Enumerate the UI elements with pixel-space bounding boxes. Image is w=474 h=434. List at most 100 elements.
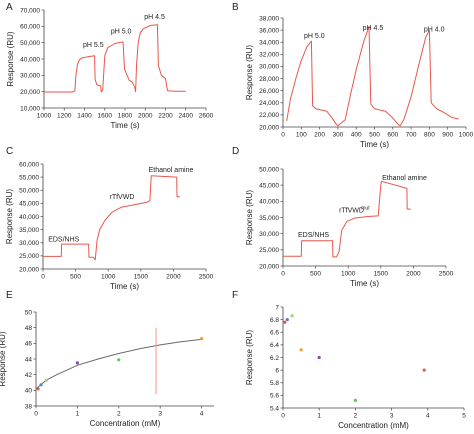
- annotation-label: pH 4.5: [144, 14, 165, 21]
- panel-c: C 0 500 1000 1500 2000 2500 20,000 25,000 30,000 3…: [5, 146, 214, 291]
- x-tick-label: 1500: [134, 274, 149, 281]
- y-tick-label: 50,000: [20, 40, 40, 47]
- y-tick-label: 30,000: [259, 231, 279, 238]
- y-tick-label: 44: [25, 356, 33, 363]
- y-tick-label: 48: [25, 325, 33, 332]
- x-tick-label: 2: [354, 413, 358, 420]
- y-tick-label: 34,000: [259, 40, 279, 47]
- y-tick-label: 10,000: [20, 105, 40, 112]
- y-tick-label: 24,000: [259, 100, 279, 107]
- y-tick-label: 50: [25, 309, 33, 316]
- x-tick-label: 0: [34, 411, 38, 418]
- x-tick-label: 3: [390, 413, 394, 420]
- annotation-label: EDS/NHS: [298, 232, 329, 239]
- x-tick-label: 500: [70, 274, 81, 281]
- data-point: [422, 368, 426, 372]
- sensorgram-line: [44, 24, 186, 93]
- x-tick-label: 2400: [179, 113, 194, 120]
- annotation-label: Ethanol amine: [382, 175, 427, 182]
- x-tick-label: 1800: [118, 113, 133, 120]
- x-tick-label: 2: [117, 411, 121, 418]
- sensorgram-line: [286, 26, 459, 127]
- y-tick-label: 5.4: [270, 405, 279, 412]
- y-tick-label: 45,000: [19, 201, 39, 208]
- y-tick-label: 7: [275, 304, 279, 311]
- y-tick-label: 46: [25, 341, 33, 348]
- x-tick-label: 1: [76, 411, 80, 418]
- x-axis-label: Concentration (mM): [338, 421, 409, 430]
- y-tick-label: 35,000: [259, 215, 279, 222]
- panel-e: E 0 1 2 3 4 38 40 42 44 46 48 50 Concentration (mM) Re…: [0, 290, 214, 428]
- x-tick-label: 900: [442, 132, 453, 139]
- x-tick-label: 200: [314, 132, 325, 139]
- x-tick-label: 1000: [459, 132, 474, 139]
- y-tick-label: 30,000: [259, 64, 279, 71]
- data-point: [39, 383, 43, 387]
- data-point: [44, 378, 48, 382]
- y-tick-label: 35,000: [19, 227, 39, 234]
- y-tick-label: 36,000: [259, 27, 279, 34]
- data-point: [285, 318, 289, 322]
- y-tick-label: 50,000: [19, 188, 39, 195]
- x-tick-label: 1500: [374, 271, 389, 278]
- annotation-label: rTfVWD: [339, 207, 364, 214]
- sensorgram-line: [43, 175, 180, 261]
- x-tick-label: 0: [281, 132, 285, 139]
- y-tick-label: 5.6: [270, 393, 279, 400]
- annotation-label: Ethanol amine: [149, 167, 194, 174]
- y-tick-label: 32,000: [259, 52, 279, 59]
- data-point: [299, 348, 303, 352]
- fit-curve: [35, 338, 202, 390]
- y-tick-label: 38: [25, 403, 33, 410]
- y-tick-label: 50,000: [259, 166, 279, 173]
- data-point: [75, 361, 79, 365]
- y-tick-label: 20,000: [259, 124, 279, 131]
- x-tick-label: 600: [387, 132, 398, 139]
- x-axis-label: Concentration (mM): [90, 419, 161, 428]
- panel-letter: A: [6, 2, 13, 13]
- annotation-label: EDS/NHS: [48, 237, 79, 244]
- x-tick-label: 1200: [57, 113, 72, 120]
- panel-letter: F: [232, 290, 238, 301]
- annotation-superscript: mut: [361, 205, 370, 211]
- y-tick-label: 40,000: [20, 56, 40, 63]
- x-tick-label: 1600: [98, 113, 113, 120]
- x-tick-label: 500: [369, 132, 380, 139]
- panel-d: D 0 500 1000 1500 2000 2500 20,000 25,000 30,000 3…: [232, 146, 454, 288]
- x-tick-label: 100: [296, 132, 307, 139]
- x-tick-label: 400: [351, 132, 362, 139]
- x-axis-label: Time (s): [350, 279, 379, 288]
- x-tick-label: 1000: [101, 274, 116, 281]
- y-axis-label: Response (RU): [245, 330, 254, 385]
- x-tick-label: 5: [462, 413, 466, 420]
- panel-b: B 0 100 200 300 400 500 600 700 800 900 1000 20,000 2…: [232, 2, 474, 149]
- data-point: [200, 337, 204, 341]
- x-tick-label: 2000: [138, 113, 153, 120]
- y-axis-label: Response (RU): [245, 45, 254, 100]
- annotation-label: pH 5.0: [304, 33, 325, 40]
- y-tick-label: 40,000: [259, 199, 279, 206]
- y-axis-label: Response (RU): [6, 31, 15, 86]
- y-tick-label: 25,000: [259, 247, 279, 254]
- annotation-label: pH 4.5: [363, 25, 384, 32]
- panel-a: A 1000 1200 1400 1600 1800 2000 2200 2400 2600 10,…: [6, 2, 214, 130]
- y-tick-label: 6.8: [270, 317, 279, 324]
- data-point: [317, 355, 321, 360]
- y-tick-label: 22,000: [259, 112, 279, 119]
- x-axis-label: Time (s): [360, 140, 389, 149]
- panel-letter: D: [232, 146, 239, 157]
- x-tick-label: 4: [426, 413, 430, 420]
- y-tick-label: 45,000: [259, 182, 279, 189]
- y-tick-label: 6: [275, 367, 279, 374]
- x-axis-label: Time (s): [110, 121, 139, 130]
- sensorgram-line: [283, 180, 411, 258]
- data-point: [290, 314, 294, 318]
- x-tick-label: 2500: [199, 274, 214, 281]
- x-tick-label: 2200: [158, 113, 173, 120]
- y-tick-label: 30,000: [20, 73, 40, 80]
- x-tick-label: 1000: [341, 271, 356, 278]
- x-tick-label: 500: [310, 271, 321, 278]
- panel-letter: C: [6, 146, 13, 157]
- y-tick-label: 20,000: [19, 266, 39, 273]
